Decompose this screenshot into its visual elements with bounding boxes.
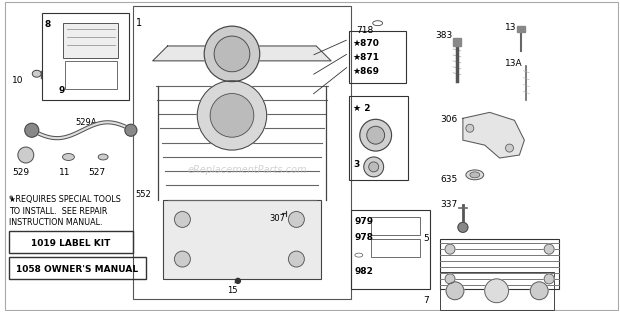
- Text: * REQUIRES SPECIAL TOOLS: * REQUIRES SPECIAL TOOLS: [9, 195, 121, 204]
- Text: ★871: ★871: [353, 53, 380, 62]
- Polygon shape: [153, 46, 331, 61]
- Circle shape: [505, 144, 513, 152]
- Text: 7: 7: [423, 296, 429, 305]
- Circle shape: [174, 251, 190, 267]
- Text: ★869: ★869: [353, 67, 380, 76]
- Text: 982: 982: [355, 267, 374, 276]
- Ellipse shape: [470, 172, 480, 178]
- Circle shape: [288, 251, 304, 267]
- Polygon shape: [463, 112, 525, 158]
- Bar: [349, 31, 407, 83]
- Bar: [351, 210, 430, 289]
- Ellipse shape: [466, 170, 484, 180]
- Text: 306: 306: [440, 115, 458, 124]
- Bar: [63, 23, 118, 58]
- Circle shape: [18, 147, 33, 163]
- Bar: [440, 239, 559, 289]
- Text: 635: 635: [440, 175, 458, 184]
- Text: 1058 OWNER'S MANUAL: 1058 OWNER'S MANUAL: [16, 265, 138, 274]
- Text: 15: 15: [227, 286, 237, 295]
- Text: INSTRUCTION MANUAL.: INSTRUCTION MANUAL.: [9, 218, 102, 227]
- Bar: [453, 38, 461, 46]
- Circle shape: [204, 26, 260, 82]
- Circle shape: [125, 124, 137, 136]
- Text: 10: 10: [12, 76, 24, 85]
- Bar: [162, 200, 321, 279]
- Text: eReplacementParts.com: eReplacementParts.com: [187, 165, 307, 175]
- Text: 5: 5: [423, 234, 429, 243]
- Bar: [371, 239, 420, 257]
- Text: 3: 3: [353, 160, 359, 169]
- Circle shape: [485, 279, 508, 303]
- Circle shape: [369, 162, 379, 172]
- Ellipse shape: [63, 154, 74, 160]
- Circle shape: [210, 94, 254, 137]
- Circle shape: [174, 212, 190, 227]
- Text: ★870: ★870: [353, 39, 380, 48]
- Text: 11: 11: [58, 168, 70, 177]
- Text: 9: 9: [58, 85, 65, 95]
- Text: 307: 307: [270, 214, 286, 223]
- Text: ★ 2: ★ 2: [353, 104, 370, 112]
- Circle shape: [364, 157, 384, 177]
- Bar: [371, 217, 420, 235]
- Circle shape: [288, 212, 304, 227]
- Bar: [42, 13, 129, 100]
- Text: TO INSTALL.  SEE REPAIR: TO INSTALL. SEE REPAIR: [9, 207, 107, 216]
- Bar: [518, 26, 525, 32]
- Circle shape: [214, 36, 250, 72]
- Text: 383: 383: [435, 31, 453, 40]
- Circle shape: [25, 123, 38, 137]
- Text: 337: 337: [440, 200, 458, 209]
- Bar: [440, 272, 554, 310]
- Text: 13A: 13A: [505, 59, 522, 68]
- Circle shape: [544, 274, 554, 284]
- Bar: [9, 231, 133, 253]
- Text: 13: 13: [505, 23, 516, 32]
- Circle shape: [445, 244, 455, 254]
- Text: ★: ★: [9, 195, 16, 204]
- Circle shape: [446, 282, 464, 300]
- Bar: [9, 257, 146, 279]
- Circle shape: [236, 278, 241, 283]
- Text: 718: 718: [356, 26, 373, 35]
- Text: 1: 1: [136, 18, 142, 28]
- Ellipse shape: [32, 70, 41, 77]
- Bar: [349, 95, 409, 180]
- Text: 979: 979: [355, 217, 374, 227]
- Text: 552: 552: [136, 190, 152, 199]
- Circle shape: [367, 126, 384, 144]
- Circle shape: [530, 282, 548, 300]
- Circle shape: [445, 274, 455, 284]
- Circle shape: [544, 244, 554, 254]
- Text: 529: 529: [12, 168, 29, 177]
- Ellipse shape: [98, 154, 108, 160]
- Text: 527: 527: [88, 168, 105, 177]
- Circle shape: [360, 119, 392, 151]
- Text: 529A: 529A: [76, 118, 97, 127]
- Bar: [66, 61, 117, 89]
- Circle shape: [458, 222, 468, 232]
- Text: 8: 8: [45, 20, 51, 29]
- Circle shape: [197, 81, 267, 150]
- Bar: [133, 6, 351, 299]
- Text: 978: 978: [355, 233, 374, 242]
- Circle shape: [466, 124, 474, 132]
- Text: 1019 LABEL KIT: 1019 LABEL KIT: [31, 239, 110, 248]
